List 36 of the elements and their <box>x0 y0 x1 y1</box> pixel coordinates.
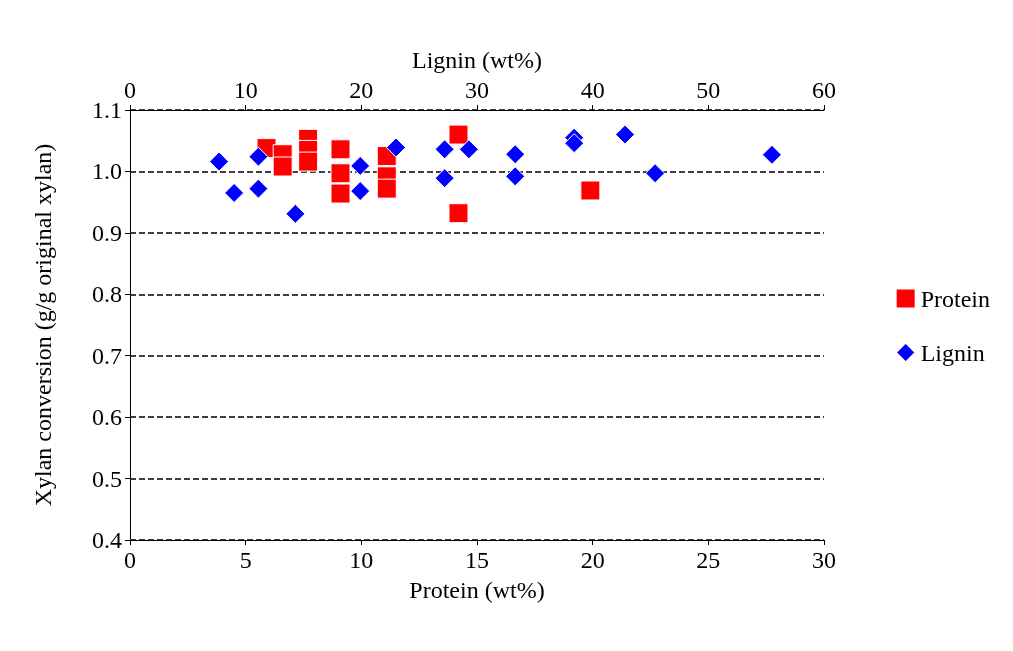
y-tick-label: 1.0 <box>92 158 122 185</box>
x-tick-label: 5 <box>239 547 252 573</box>
y-tick-label: 0.5 <box>92 465 122 492</box>
x2-tick-label: 0 <box>124 77 136 103</box>
x-tick-label: 30 <box>812 547 836 573</box>
y-tick-label: 0.9 <box>92 219 122 246</box>
point <box>580 180 601 201</box>
legend-label: Lignin <box>920 339 985 366</box>
point <box>330 139 351 160</box>
x2-tick-label: 40 <box>580 77 605 103</box>
x2-tick-label: 20 <box>349 77 374 103</box>
x-axis-title: Protein (wt%) <box>409 577 545 603</box>
x-tick-label: 25 <box>696 547 721 573</box>
point <box>448 124 469 145</box>
point <box>376 178 397 199</box>
y-tick-label: 0.8 <box>92 281 122 308</box>
y-tick-label: 1.1 <box>92 97 122 123</box>
x-tick-label: 0 <box>124 547 136 573</box>
point <box>330 163 351 184</box>
y-axis-title: Xylan conversion (g/g original xylan) <box>30 143 56 507</box>
x2-tick-label: 10 <box>233 77 258 103</box>
legend-label: Protein <box>920 285 990 312</box>
x-tick-label: 20 <box>580 547 605 573</box>
x2-tick-label: 30 <box>465 77 489 103</box>
x2-tick-label: 60 <box>812 77 836 103</box>
x-tick-label: 15 <box>465 547 489 573</box>
x-tick-label: 10 <box>349 547 374 573</box>
y-tick-label: 0.4 <box>92 527 122 553</box>
y-tick-label: 0.6 <box>92 404 122 431</box>
point <box>448 203 469 224</box>
x2-axis-title: Lignin (wt%) <box>412 47 542 73</box>
point <box>330 183 351 204</box>
x2-tick-label: 50 <box>696 77 721 103</box>
point <box>298 151 319 172</box>
point <box>272 156 293 177</box>
y-tick-label: 0.7 <box>92 342 122 369</box>
